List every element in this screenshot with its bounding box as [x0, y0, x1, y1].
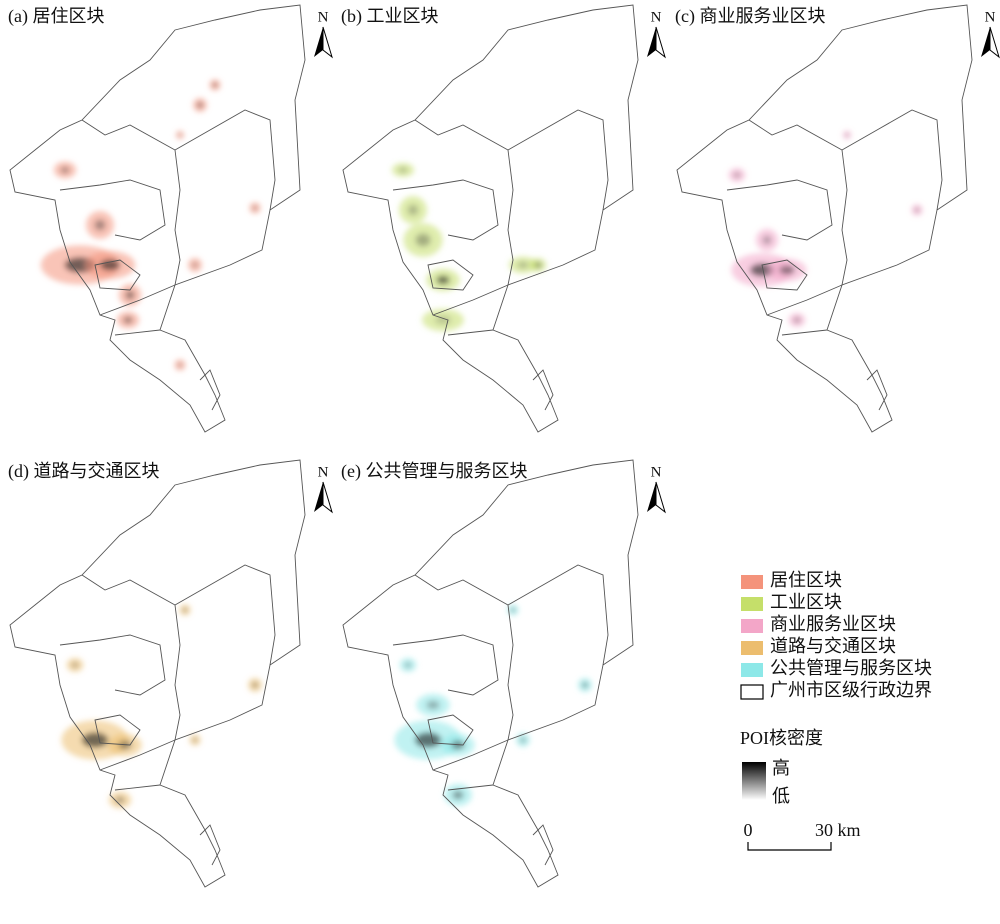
density-core: [407, 204, 419, 216]
density-core: [517, 261, 529, 269]
density-core: [434, 315, 452, 325]
density-core: [178, 133, 182, 137]
legend-label: 居住区块: [770, 570, 842, 590]
north-label: N: [985, 9, 996, 25]
density-core: [115, 796, 125, 804]
density-core: [252, 682, 258, 688]
north-arrow: [981, 27, 990, 57]
density-core: [414, 732, 442, 748]
density-core: [212, 82, 218, 88]
density-low: 低: [772, 786, 790, 806]
legend-swatch: [741, 663, 763, 677]
district-boundary: [9, 4, 306, 433]
north-label: N: [651, 464, 662, 480]
north-arrow: [322, 481, 333, 514]
map-panel: (b) 工业区块 N: [341, 4, 666, 433]
density-core: [252, 205, 258, 211]
panel-title: (c) 商业服务业区块: [675, 6, 825, 27]
legend-label: 工业区块: [770, 592, 842, 612]
density-high: 高: [772, 758, 790, 778]
density-core: [520, 737, 526, 743]
density-layer: [61, 604, 262, 809]
density-layer: [394, 604, 592, 807]
north-arrow: [655, 481, 666, 514]
density-ramp: [742, 762, 766, 800]
density-layer: [40, 79, 261, 371]
north-label: N: [651, 9, 662, 25]
panel-title: (d) 道路与交通区块: [8, 461, 160, 482]
density-core: [582, 682, 588, 688]
density-core: [182, 607, 188, 613]
north-arrow: [314, 27, 323, 57]
scale-end: 30 km: [815, 820, 861, 840]
density-core: [192, 262, 198, 268]
legend-label: 商业服务业区块: [770, 614, 896, 634]
north-arrow: [655, 26, 666, 59]
north-label: N: [318, 464, 329, 480]
map-panel: (c) 商业服务业区块 N: [675, 4, 1000, 433]
density-layer: [391, 163, 547, 332]
density-core: [398, 167, 408, 173]
density-core: [733, 172, 741, 178]
legend-swatch: [741, 619, 763, 633]
legend-swatch: [740, 684, 764, 700]
density-core: [125, 290, 135, 300]
legend-swatch: [741, 575, 763, 589]
legend-label: 道路与交通区块: [770, 636, 896, 656]
density-core: [177, 362, 183, 368]
district-boundary: [342, 459, 639, 888]
density-core: [81, 732, 109, 748]
density-core: [94, 219, 106, 231]
density-core: [762, 235, 772, 245]
legend-label: 公共管理与服务区块: [770, 658, 932, 678]
density-core: [793, 317, 801, 323]
density-core: [71, 662, 79, 668]
density-core: [415, 233, 431, 247]
density-core: [404, 662, 412, 668]
density-core: [914, 207, 920, 213]
north-arrow: [989, 26, 1000, 59]
density-core: [845, 133, 849, 137]
north-arrow: [647, 482, 656, 512]
legend-label: 广州市区级行政边界: [770, 680, 932, 700]
density-core: [123, 316, 133, 324]
density-core: [60, 166, 70, 174]
district-boundary: [342, 4, 639, 433]
density-layer: [728, 130, 923, 327]
panel-title: (b) 工业区块: [341, 6, 439, 27]
density-core: [426, 700, 440, 710]
panel-title: (e) 公共管理与服务区块: [341, 461, 527, 482]
density-title: POI核密度: [740, 728, 823, 748]
district-boundary: [676, 4, 973, 433]
district-boundary: [9, 459, 306, 888]
scale-bar: [747, 842, 832, 851]
density-core: [749, 263, 775, 277]
map-panel: (d) 道路与交通区块 N: [8, 459, 333, 888]
density-core: [197, 102, 203, 108]
panel-title: (a) 居住区块: [8, 6, 104, 27]
density-core: [436, 275, 450, 285]
legend-swatch: [741, 597, 763, 611]
density-core: [452, 790, 464, 800]
north-arrow: [647, 27, 656, 57]
density-core: [100, 259, 120, 271]
map-panel: (e) 公共管理与服务区块 N: [341, 459, 666, 888]
density-core: [510, 607, 516, 613]
legend-swatch: [741, 641, 763, 655]
north-label: N: [318, 9, 329, 25]
scale-start: 0: [744, 820, 753, 840]
north-arrow: [322, 26, 333, 59]
north-arrow: [314, 482, 323, 512]
density-core: [192, 737, 198, 743]
map-panel: (a) 居住区块 N: [8, 4, 333, 433]
density-core: [779, 265, 795, 275]
